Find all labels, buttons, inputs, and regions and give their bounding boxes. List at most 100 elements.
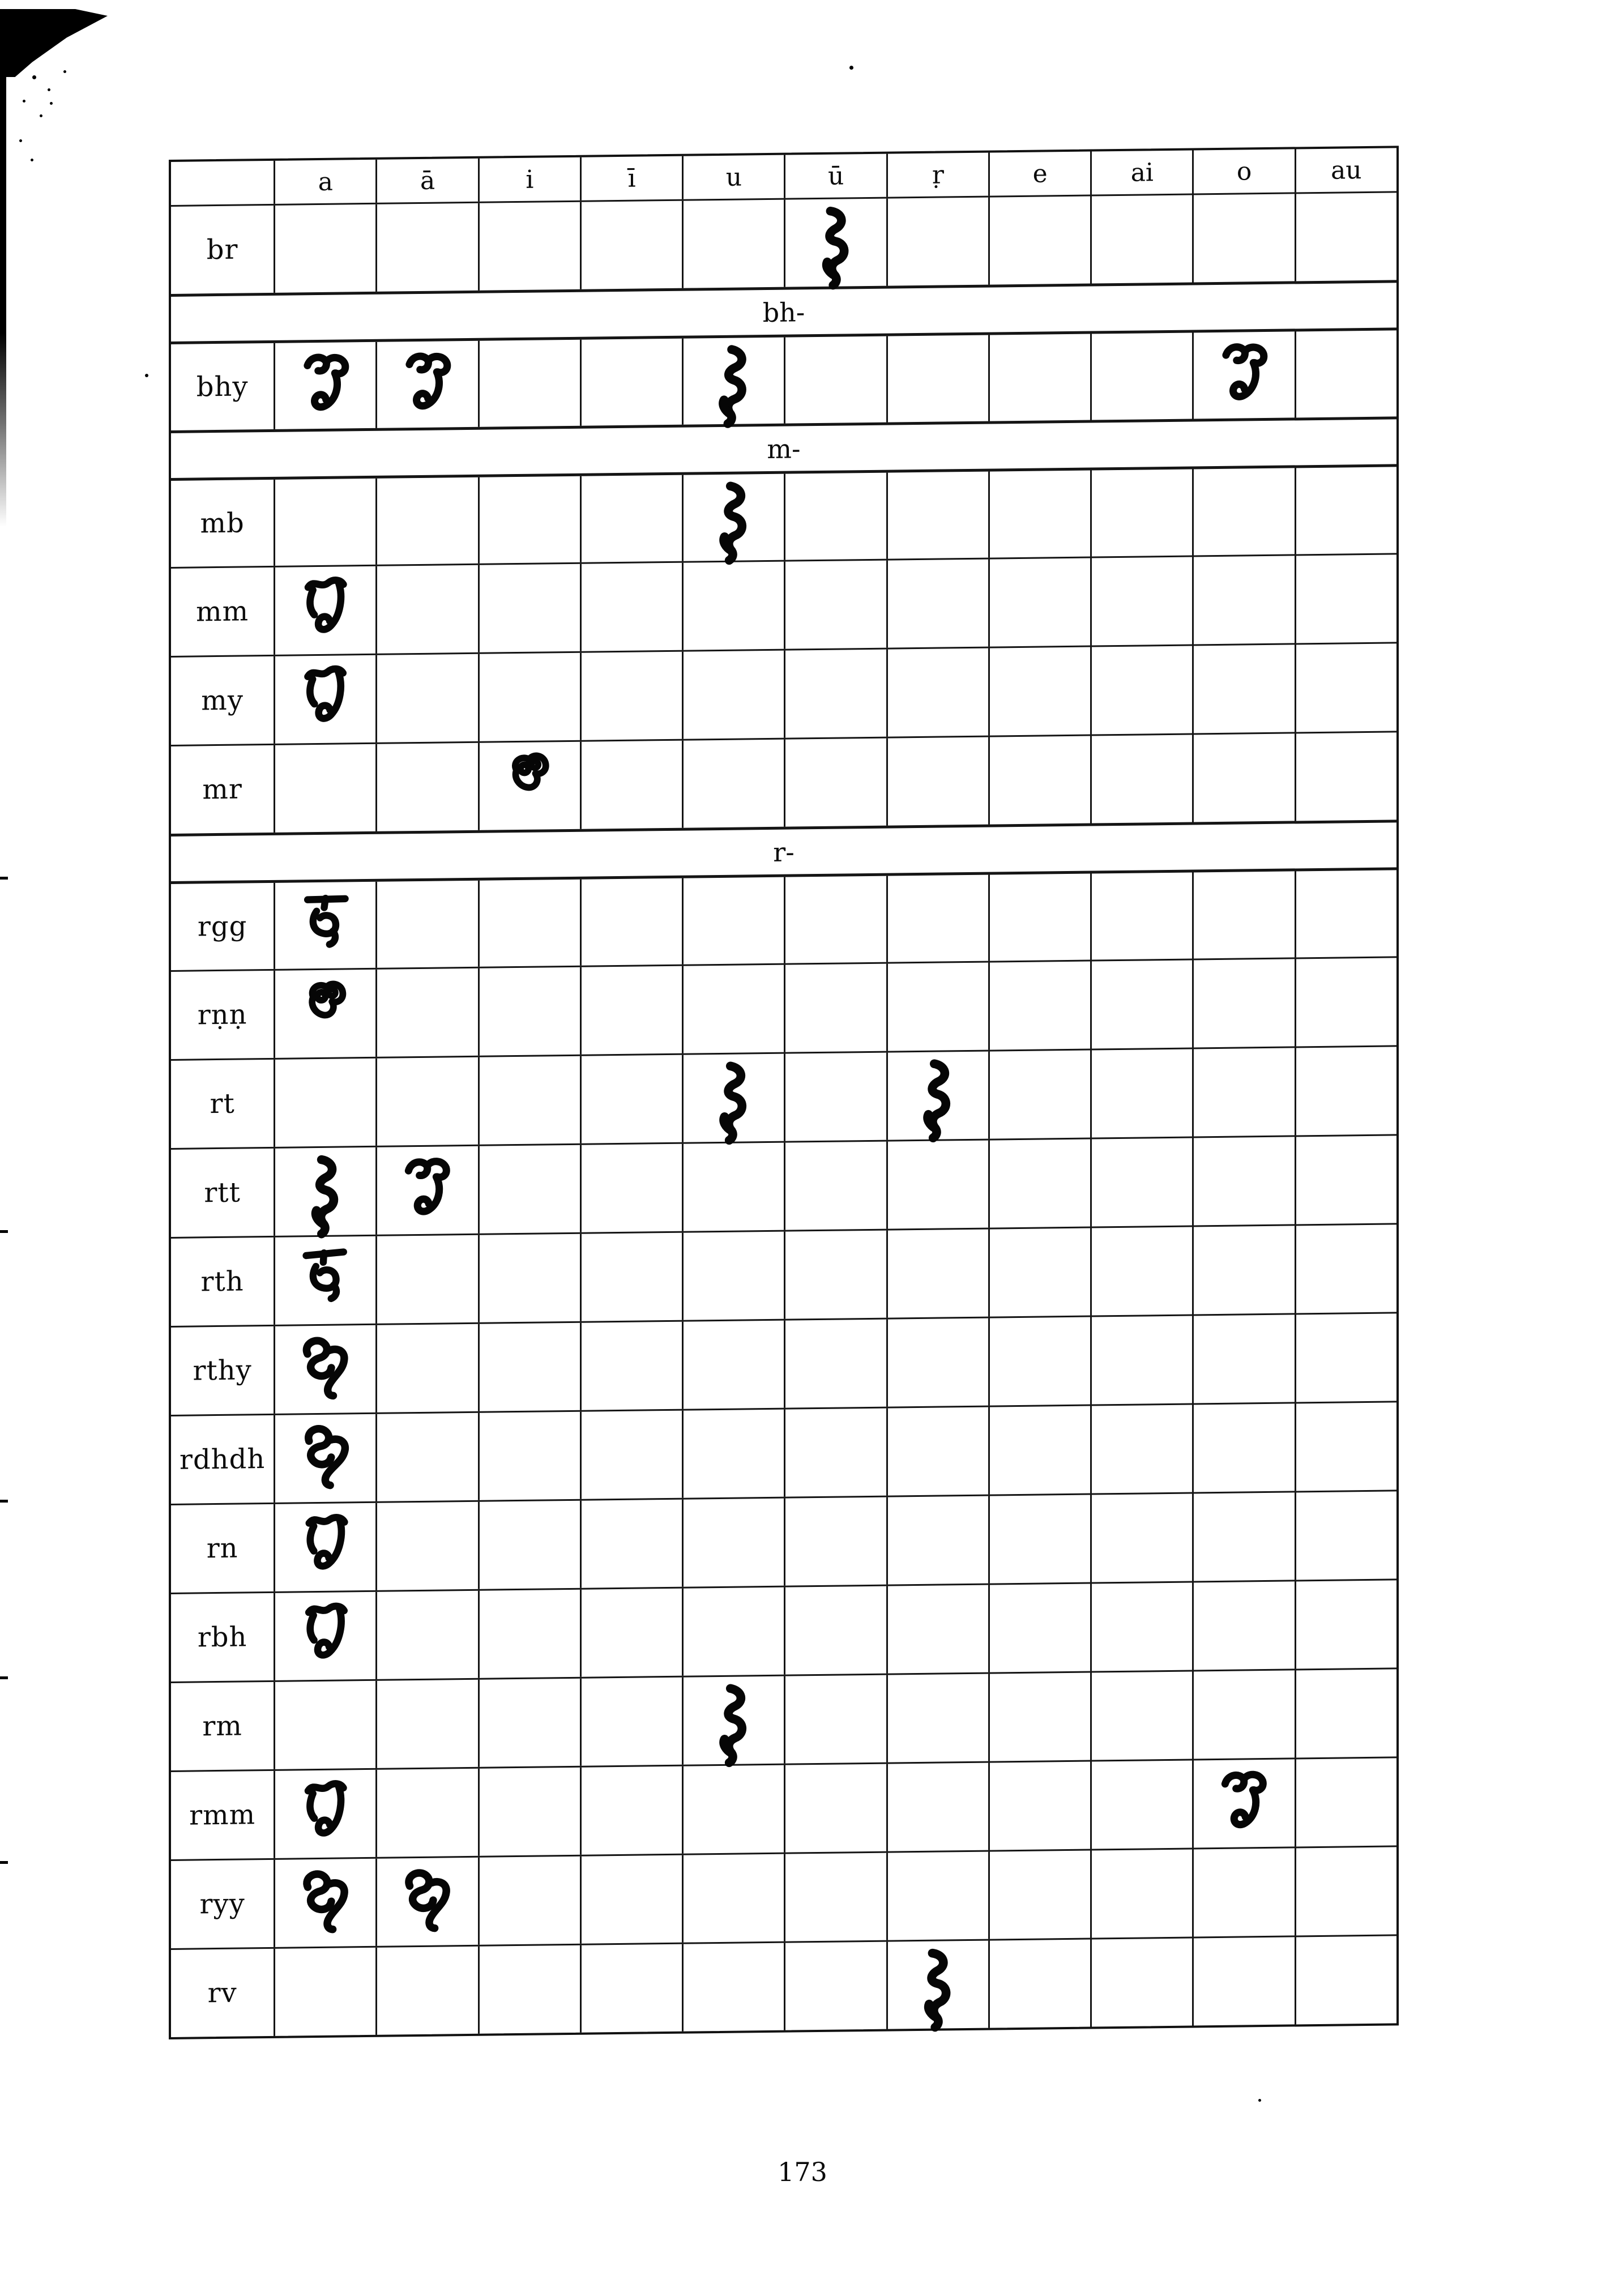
- glyph-cell: [886, 1051, 988, 1140]
- vowel-header-cell: ai: [1090, 150, 1193, 195]
- glyph-cell: [886, 197, 988, 286]
- glyph-cell: [682, 1676, 784, 1765]
- glyph-cell: [1192, 194, 1295, 283]
- glyph-cell: [579, 562, 682, 651]
- glyph-cell: [1090, 872, 1193, 960]
- siddham-glyph: [297, 660, 354, 729]
- vowel-header-cell: o: [1192, 149, 1295, 194]
- glyph-cell: [579, 1232, 682, 1321]
- row-label-cell: rthy: [193, 1354, 252, 1387]
- glyph-cell: [477, 967, 580, 1056]
- table-row: rdhdh: [171, 1401, 1396, 1504]
- glyph-cell: [1192, 645, 1295, 733]
- glyph-cell: [682, 561, 784, 650]
- glyph-cell: [579, 740, 682, 829]
- glyph-cell: [477, 652, 580, 741]
- scan-dot-artifact: [145, 374, 148, 377]
- siddham-glyph: [297, 1241, 354, 1309]
- glyph-cell: [784, 560, 886, 649]
- glyph-cell: [477, 1145, 580, 1234]
- glyph-cell: [1192, 1759, 1295, 1848]
- glyph-cell: [886, 874, 988, 962]
- table-row: mr: [171, 731, 1396, 834]
- glyph-cell: [1294, 467, 1396, 554]
- siddham-glyph: [296, 1330, 356, 1405]
- corner-cell: [171, 161, 274, 205]
- glyph-cell: [477, 1500, 580, 1589]
- glyph-cell: [988, 647, 1091, 736]
- glyph-cell: [477, 339, 580, 427]
- glyph-cell: [988, 558, 1091, 647]
- glyph-cell: [988, 1050, 1091, 1139]
- glyph-cell: [886, 1318, 988, 1407]
- row-label-cell: mm: [196, 595, 249, 628]
- glyph-cell: [1090, 1405, 1193, 1493]
- glyph-cell: [1090, 735, 1193, 823]
- glyph-cell: [375, 1057, 478, 1146]
- glyph-cell: [477, 1945, 580, 2034]
- glyph-cell: [682, 1142, 784, 1231]
- glyph-cell: [274, 1058, 376, 1147]
- glyph-cell: [682, 1587, 784, 1676]
- glyph-cell: [886, 559, 988, 648]
- glyph-cell: [682, 1854, 784, 1943]
- glyph-cell: [886, 1407, 988, 1496]
- glyph-cell: [784, 472, 886, 560]
- glyph-cell: [1090, 332, 1193, 420]
- row-label-cell: rv: [207, 1977, 237, 2009]
- siddham-glyph: [704, 1682, 763, 1768]
- siddham-glyph: [398, 1863, 457, 1936]
- glyph-cell: [988, 1139, 1091, 1228]
- glyph-cell: [477, 879, 580, 967]
- table-row: mm: [171, 553, 1396, 656]
- row-label-cell: rt: [210, 1087, 235, 1120]
- siddham-glyph: [298, 1775, 353, 1843]
- glyph-cell: [682, 337, 784, 425]
- glyph-cell: [784, 1764, 886, 1853]
- glyph-cell: [784, 1586, 886, 1675]
- glyph-cell: [274, 655, 376, 744]
- glyph-cell: [375, 1235, 478, 1324]
- glyph-cell: [579, 1499, 682, 1588]
- glyph-cell: [1294, 330, 1396, 418]
- glyph-cell: [579, 651, 682, 740]
- glyph-cell: [1192, 1137, 1295, 1226]
- siddham-glyph: [298, 1598, 353, 1666]
- glyph-cell: [682, 1053, 784, 1142]
- glyph-cell: [784, 1675, 886, 1764]
- glyph-cell: [886, 471, 988, 559]
- glyph-cell: [579, 1143, 682, 1232]
- glyph-cell: [274, 566, 376, 655]
- glyph-cell: [784, 1141, 886, 1230]
- glyph-cell: [988, 196, 1091, 285]
- glyph-cell: [477, 476, 580, 564]
- scan-artifact: [0, 1500, 8, 1503]
- glyph-cell: [886, 1674, 988, 1762]
- scan-edge-streak-artifact: [0, 17, 6, 527]
- glyph-cell: [274, 744, 376, 833]
- glyph-cell: [1294, 1402, 1396, 1491]
- row-label-cell: br: [206, 233, 238, 266]
- glyph-cell: [477, 1056, 580, 1145]
- glyph-cell: [988, 1228, 1091, 1317]
- glyph-cell: [784, 1230, 886, 1319]
- table-row: rmm: [171, 1756, 1396, 1859]
- glyph-cell: [477, 564, 580, 652]
- glyph-cell: [886, 1229, 988, 1318]
- row-label-cell: ryy: [199, 1888, 245, 1921]
- scan-artifact: [0, 1861, 8, 1864]
- table-row: rṇṇ: [171, 956, 1396, 1059]
- glyph-cell: [784, 1497, 886, 1586]
- glyph-cell: [579, 1055, 682, 1143]
- siddham-glyph: [297, 348, 354, 418]
- row-label-cell: mr: [202, 773, 242, 806]
- glyph-cell: [886, 962, 988, 1051]
- glyph-cell: [682, 650, 784, 739]
- glyph-cell: [274, 1503, 376, 1591]
- vowel-header-cell: ā: [375, 158, 478, 203]
- glyph-cell: [477, 741, 580, 830]
- glyph-cell: [274, 204, 376, 293]
- siddham-glyph: [298, 571, 353, 640]
- glyph-cell: [274, 969, 376, 1058]
- table-row: rbh: [171, 1578, 1396, 1682]
